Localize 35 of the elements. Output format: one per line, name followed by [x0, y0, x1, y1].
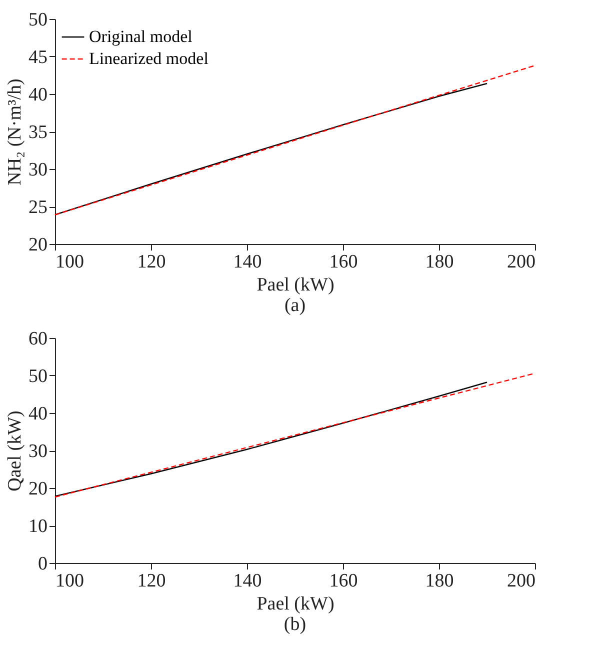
x-tick-label: 200	[507, 570, 536, 592]
x-tick-label: 140	[233, 570, 262, 592]
x-tick-label: 100	[56, 570, 84, 592]
y-tick-label: 50	[28, 366, 48, 387]
text: (a)	[284, 295, 306, 316]
x-tick-label: 140	[233, 252, 262, 272]
y-tick-label: 30	[28, 441, 48, 462]
x-tick-label: 200	[507, 252, 536, 272]
x-tick-label: 180	[425, 252, 454, 272]
y-tick-label: 20	[28, 478, 48, 500]
x-tick-label: 180	[425, 570, 454, 592]
y-tick-label: 50	[28, 10, 48, 30]
text: (b)	[284, 614, 306, 635]
x-tick-label: 160	[329, 570, 358, 592]
y-axis-title: NH₂ (N·m³/h)	[4, 78, 26, 186]
y-axis-title: Qael (kW)	[4, 410, 26, 492]
x-axis-title: Pael (kW)	[256, 594, 334, 614]
x-tick-label: 120	[137, 570, 166, 592]
y-tick-label: 30	[28, 160, 48, 180]
line-series	[54, 382, 488, 497]
x-axis-title: Pael (kW)	[256, 274, 334, 296]
y-tick-label: 35	[28, 122, 48, 143]
y-tick-label: 45	[28, 47, 48, 68]
x-tick-label: 120	[137, 252, 166, 272]
y-tick-label: 20	[28, 234, 48, 256]
y-tick-label: 40	[28, 84, 48, 106]
y-tick-label: 40	[28, 404, 48, 424]
y-tick-label: 25	[28, 197, 48, 218]
y-tick-label: 60	[28, 328, 48, 350]
y-tick-label: 10	[28, 516, 48, 537]
x-tick-label: 100	[56, 252, 84, 272]
y-tick-label: 0	[38, 554, 48, 574]
x-tick-label: 160	[329, 252, 358, 272]
legend-label: Linearized model	[89, 49, 209, 68]
legend-label: Original model	[89, 27, 193, 46]
